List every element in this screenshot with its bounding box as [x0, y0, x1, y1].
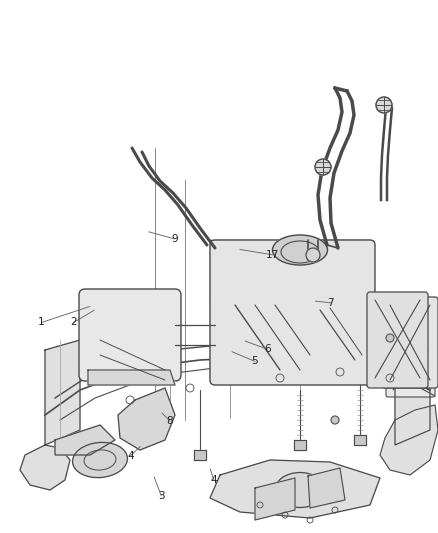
Text: 1: 1: [38, 318, 45, 327]
Circle shape: [386, 334, 394, 342]
Circle shape: [331, 416, 339, 424]
Polygon shape: [118, 388, 175, 450]
Circle shape: [315, 159, 331, 175]
Ellipse shape: [275, 472, 325, 507]
Polygon shape: [88, 370, 175, 385]
Text: 4: 4: [127, 451, 134, 461]
Text: 8: 8: [166, 416, 173, 426]
FancyBboxPatch shape: [386, 343, 435, 397]
Polygon shape: [354, 435, 366, 445]
Circle shape: [376, 97, 392, 113]
Text: 6: 6: [264, 344, 271, 354]
Circle shape: [306, 248, 320, 262]
Text: 3: 3: [158, 491, 165, 500]
FancyBboxPatch shape: [367, 292, 428, 388]
Polygon shape: [55, 425, 115, 455]
Text: 17: 17: [266, 250, 279, 260]
Ellipse shape: [73, 442, 127, 478]
Text: 5: 5: [251, 357, 258, 366]
Polygon shape: [308, 468, 345, 508]
Text: 2: 2: [70, 318, 77, 327]
FancyBboxPatch shape: [79, 289, 181, 381]
Text: 7: 7: [327, 298, 334, 308]
Polygon shape: [20, 445, 70, 490]
Polygon shape: [294, 440, 306, 450]
Text: 4: 4: [210, 475, 217, 484]
Ellipse shape: [272, 235, 328, 265]
FancyBboxPatch shape: [210, 240, 375, 385]
Polygon shape: [395, 340, 430, 445]
Polygon shape: [255, 478, 295, 520]
Polygon shape: [210, 460, 380, 518]
Polygon shape: [194, 450, 206, 460]
Text: 9: 9: [171, 234, 178, 244]
Polygon shape: [210, 300, 370, 380]
Polygon shape: [210, 240, 370, 300]
Polygon shape: [45, 340, 80, 445]
FancyBboxPatch shape: [382, 297, 438, 388]
Polygon shape: [380, 405, 438, 475]
